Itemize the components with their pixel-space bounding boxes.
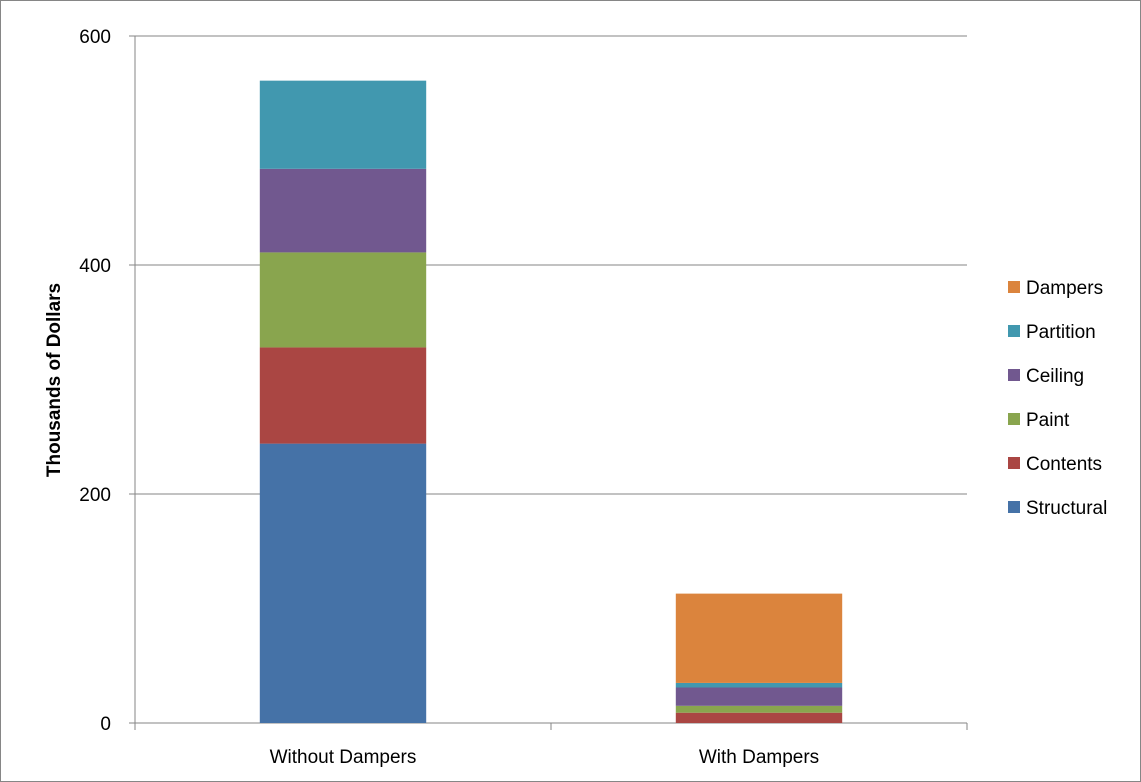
bar-segment-structural [259, 443, 427, 723]
legend-label: Paint [1026, 410, 1070, 431]
bar-segment-ceiling [675, 687, 843, 706]
bars [259, 80, 843, 723]
bar-segment-dampers [675, 593, 843, 683]
x-category-label: With Dampers [699, 747, 819, 768]
legend-swatch [1008, 281, 1020, 293]
bar-segment-partition [675, 682, 843, 688]
y-axis-title: Thousands of Dollars [44, 283, 65, 477]
bar-segment-ceiling [259, 168, 427, 253]
legend-swatch [1008, 457, 1020, 469]
y-tick-label: 0 [100, 714, 111, 735]
bar-segment-paint [259, 252, 427, 348]
legend-label: Partition [1026, 322, 1096, 343]
bar-segment-contents [675, 712, 843, 723]
y-tick-label: 600 [79, 27, 111, 48]
x-category-label: Without Dampers [270, 747, 417, 768]
legend-swatch [1008, 413, 1020, 425]
tick-labels: 0 200 400 600 Without Dampers With Dampers [79, 27, 819, 768]
legend-label: Contents [1026, 454, 1102, 475]
bar-segment-partition [259, 80, 427, 169]
bar-segment-paint [675, 705, 843, 713]
legend-label: Ceiling [1026, 366, 1084, 387]
legend-swatch [1008, 369, 1020, 381]
legend-swatch [1008, 501, 1020, 513]
bar-segment-contents [259, 347, 427, 444]
y-tick-label: 400 [79, 256, 111, 277]
legend-swatch [1008, 325, 1020, 337]
y-tick-label: 200 [79, 485, 111, 506]
legend: Dampers Partition Ceiling Paint Contents Stru… [1008, 278, 1107, 519]
legend-label: Dampers [1026, 278, 1103, 299]
legend-label: Structural [1026, 498, 1107, 519]
